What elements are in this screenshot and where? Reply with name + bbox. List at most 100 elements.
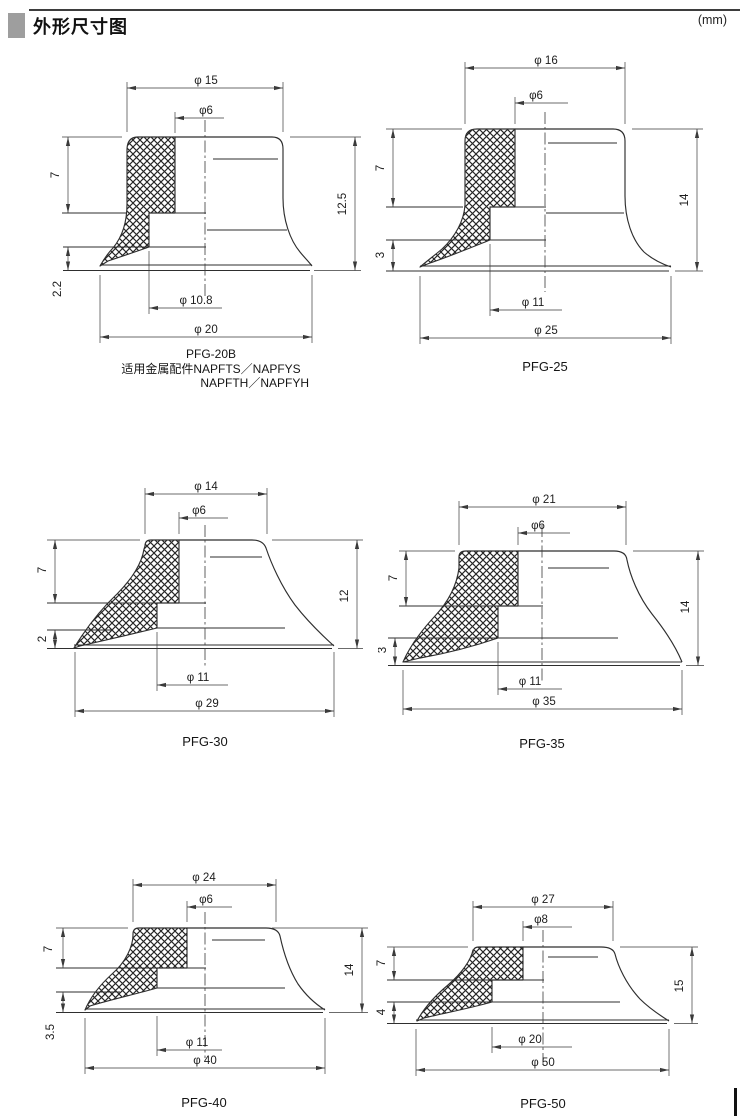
dimension-arrow (187, 904, 196, 910)
dimension-arrow (157, 1047, 166, 1053)
dimension-arrow (52, 630, 58, 639)
diagram-pfg-35: φ 21 φ6 7 3 14 φ 11 φ 35 (378, 494, 704, 715)
header-rule (29, 9, 740, 11)
dimension-arrow (420, 335, 429, 341)
fitting-note-line1: 适用金属配件NAPFTS／NAPFYS (121, 361, 301, 376)
dimension-arrow (65, 204, 71, 213)
dim-label-top_od: φ 16 (534, 55, 557, 67)
diagram-pfg-50: φ 27 φ8 7 4 15 φ 20 φ 50 (376, 894, 698, 1076)
diagram-label-pfg-25: PFG-25 (522, 359, 568, 374)
dim-label-upper_h: 7 (37, 567, 49, 573)
rubber-cross-section-hatch (99, 136, 176, 267)
dimension-arrow (75, 708, 84, 714)
dimension-arrow (325, 708, 334, 714)
dim-label-neck_d: φ6 (199, 894, 213, 906)
dimension-arrow (391, 1002, 397, 1011)
dimension-arrow (390, 240, 396, 249)
dim-label-upper_h: 7 (376, 960, 388, 966)
section-marker (8, 13, 25, 38)
dimension-arrow (403, 706, 412, 712)
rubber-cross-section-hatch (416, 946, 524, 1022)
dimension-arrow (694, 129, 700, 138)
dim-label-total_h: 15 (674, 980, 686, 993)
dim-label-total_h: 12.5 (337, 193, 349, 215)
dimension-arrow (157, 682, 166, 688)
rubber-cross-section-hatch (73, 539, 180, 649)
dimension-arrow (60, 928, 66, 937)
dim-label-lip_h: 3 (375, 252, 387, 258)
dim-label-total_h: 14 (680, 600, 692, 613)
cup-outline (518, 550, 683, 663)
cup-outline (187, 927, 326, 1011)
dimension-arrow (149, 305, 158, 311)
dim-label-lip_h: 3.5 (45, 1024, 57, 1040)
dim-label-total_h: 14 (344, 963, 356, 976)
diagram-label-pfg-35: PFG-35 (519, 736, 565, 751)
dimension-arrow (392, 638, 398, 647)
dim-label-bore_d: φ 10.8 (179, 295, 212, 307)
dimension-arrow (694, 262, 700, 271)
dim-label-bottom_od: φ 35 (532, 696, 555, 708)
page-edge-mark (734, 1088, 737, 1116)
diagram-pfg-25: φ 16 φ6 7 3 14 φ 11 φ 25 (375, 55, 703, 344)
dimension-arrow (391, 947, 397, 956)
diagram-label-pfg-20b: PFG-20B (185, 347, 236, 361)
dimension-arrow (316, 1065, 325, 1071)
dimension-arrow (133, 882, 142, 888)
dimension-arrow (127, 85, 136, 91)
dim-label-top_od: φ 14 (194, 481, 218, 493)
dimension-arrow (695, 551, 701, 560)
dimension-arrow (391, 971, 397, 980)
dimension-arrow (352, 261, 358, 271)
dimension-arrow (490, 307, 499, 313)
dimension-arrow (352, 137, 358, 146)
dimension-arrow (689, 1014, 695, 1024)
dim-label-lip_h: 3 (378, 647, 389, 653)
dimension-arrow (391, 1014, 397, 1024)
dimension-arrow (359, 1003, 365, 1013)
dimension-arrow (303, 334, 312, 340)
dimension-arrow (85, 1065, 94, 1071)
dimension-arrow (354, 540, 360, 549)
dimension-arrow (179, 515, 188, 521)
dimension-arrow (52, 594, 58, 603)
dimension-arrow (604, 904, 613, 910)
dimension-arrow (695, 656, 701, 666)
dimension-arrow (60, 1003, 66, 1013)
rubber-cross-section-hatch (84, 927, 188, 1011)
dimension-arrow (662, 335, 671, 341)
dimension-arrow (354, 639, 360, 649)
dim-label-total_h: 14 (679, 193, 691, 206)
dimension-arrow (390, 262, 396, 271)
dimension-arrow (100, 334, 109, 340)
dimension-arrow (65, 137, 71, 146)
dim-label-upper_h: 7 (43, 946, 55, 952)
caption-pfg-20b: PFG-20B 适用金属配件NAPFTS／NAPFYS NAPFTH／NAPFY… (113, 347, 309, 391)
dim-label-lip_h: 2.2 (52, 281, 64, 297)
dim-label-total_h: 12 (339, 590, 351, 603)
dimension-arrow (459, 504, 468, 510)
dim-label-neck_d: φ6 (199, 105, 213, 117)
dim-label-bottom_od: φ 20 (194, 324, 217, 336)
dimension-arrow (616, 65, 625, 71)
dimension-arrow (673, 706, 682, 712)
dimension-arrow (518, 530, 527, 536)
diagram-label-pfg-40: PFG-40 (181, 1095, 227, 1110)
dim-label-bottom_od: φ 50 (531, 1057, 554, 1069)
dimension-arrow (515, 100, 524, 106)
dim-label-lip_h: 4 (376, 1008, 388, 1015)
dimension-arrow (52, 639, 58, 649)
dimension-arrow (523, 924, 532, 930)
rubber-cross-section-hatch (419, 128, 516, 268)
dim-label-bore_d: φ 20 (518, 1034, 541, 1046)
cup-outline (175, 136, 313, 267)
dimension-arrow (52, 540, 58, 549)
dim-label-upper_h: 7 (375, 165, 387, 171)
cup-outline (515, 128, 672, 268)
diagram-pfg-40: φ 24 φ6 7 3.5 14 φ 11 φ 40 (43, 872, 368, 1074)
cup-outline (179, 539, 335, 647)
dim-label-bottom_od: φ 40 (193, 1055, 216, 1067)
diagram-label-pfg-50: PFG-50 (520, 1096, 566, 1111)
dim-label-bottom_od: φ 29 (195, 698, 218, 710)
